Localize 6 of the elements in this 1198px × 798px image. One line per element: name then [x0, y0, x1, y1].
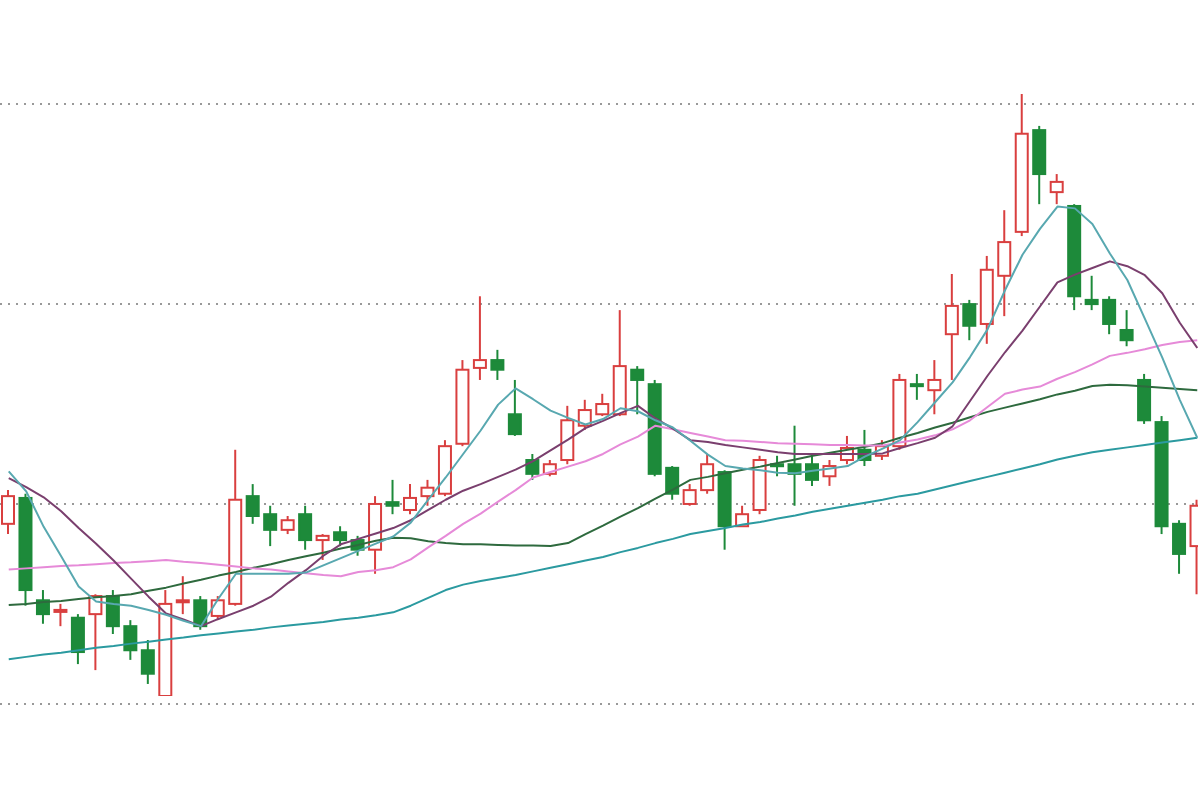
candlestick [175, 575, 190, 616]
candlestick [490, 348, 505, 381]
candlestick [944, 273, 959, 381]
candlestick [472, 295, 487, 381]
candlestick [927, 359, 942, 416]
candlestick [909, 372, 924, 401]
